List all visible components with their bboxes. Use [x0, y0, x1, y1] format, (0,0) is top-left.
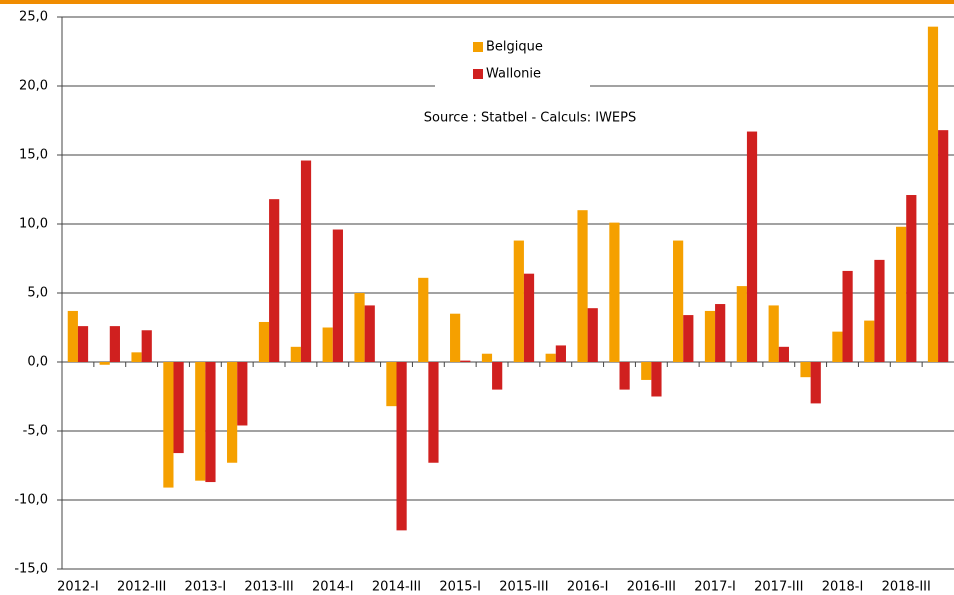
bar	[205, 362, 216, 483]
bar	[874, 259, 885, 362]
x-tick-label: 2015-I	[439, 580, 481, 595]
bar	[704, 310, 716, 362]
bar	[141, 330, 152, 362]
bar	[619, 362, 630, 390]
bar	[163, 362, 174, 488]
y-tick-label: 10,0	[19, 217, 48, 232]
bar	[450, 313, 461, 362]
x-tick-label: 2012-III	[117, 580, 166, 595]
bar	[746, 131, 758, 362]
legend-label: Belgique	[486, 40, 543, 55]
bar	[386, 362, 397, 407]
bar	[322, 327, 333, 362]
bar	[227, 362, 238, 463]
x-tick-label: 2016-III	[627, 580, 676, 595]
bar	[800, 362, 811, 378]
x-tick-label: 2012-I	[57, 580, 99, 595]
bar	[354, 293, 365, 362]
y-tick-label: -15,0	[14, 562, 48, 577]
x-tick-label: 2014-III	[372, 580, 421, 595]
bar	[396, 362, 407, 531]
bar	[418, 277, 429, 362]
bar	[523, 273, 535, 362]
bar	[778, 346, 789, 362]
x-tick-label: 2018-I	[822, 580, 864, 595]
bar	[609, 222, 620, 362]
bar	[195, 362, 206, 481]
bar	[513, 240, 524, 362]
bar	[545, 353, 556, 362]
bar	[258, 321, 270, 362]
x-tick-label: 2013-III	[244, 580, 293, 595]
y-tick-label: 0,0	[27, 355, 48, 370]
bar	[269, 199, 280, 362]
bar	[131, 352, 142, 362]
x-tick-label: 2016-I	[567, 580, 609, 595]
bar	[109, 326, 120, 362]
bar	[555, 345, 566, 362]
bar	[938, 130, 949, 362]
bar	[577, 210, 588, 362]
bar	[736, 286, 747, 362]
x-tick-label: 2015-III	[499, 580, 548, 595]
bar	[842, 270, 853, 362]
bar	[492, 362, 503, 390]
bar	[99, 362, 110, 365]
y-tick-label: -5,0	[23, 424, 48, 439]
bar	[832, 331, 843, 362]
x-tick-label: 2013-I	[185, 580, 227, 595]
x-tick-label: 2014-I	[312, 580, 354, 595]
bar	[173, 362, 184, 454]
bar	[237, 362, 248, 426]
legend-swatch	[473, 42, 483, 52]
bar	[587, 308, 598, 362]
bar	[428, 362, 439, 463]
x-tick-label: 2017-III	[754, 580, 803, 595]
y-tick-label: -10,0	[14, 493, 48, 508]
bar	[651, 362, 662, 397]
bar	[481, 353, 493, 362]
bar	[67, 310, 78, 362]
bar	[683, 315, 694, 362]
bar	[810, 362, 821, 404]
annotation: Source : Statbel - Calculs: IWEPS	[424, 111, 636, 126]
bar	[641, 362, 652, 380]
bar	[332, 229, 343, 362]
top-stripe	[0, 0, 954, 4]
bar	[300, 160, 312, 362]
x-tick-label: 2018-III	[882, 580, 931, 595]
bar	[364, 305, 375, 362]
legend-swatch	[473, 69, 483, 79]
bar	[290, 346, 301, 362]
y-tick-label: 15,0	[19, 148, 48, 163]
y-tick-label: 20,0	[19, 79, 48, 94]
bar	[906, 195, 917, 362]
y-tick-label: 5,0	[27, 286, 48, 301]
bar	[864, 320, 875, 362]
x-tick-label: 2017-I	[694, 580, 736, 595]
bar	[715, 304, 726, 362]
bar	[460, 360, 471, 362]
bar	[673, 240, 684, 362]
y-tick-label: 25,0	[19, 10, 48, 25]
bar	[77, 326, 89, 362]
legend-box	[435, 28, 590, 94]
bar	[768, 305, 779, 362]
bar	[927, 26, 939, 362]
bar	[896, 226, 907, 362]
legend-label: Wallonie	[486, 67, 541, 82]
